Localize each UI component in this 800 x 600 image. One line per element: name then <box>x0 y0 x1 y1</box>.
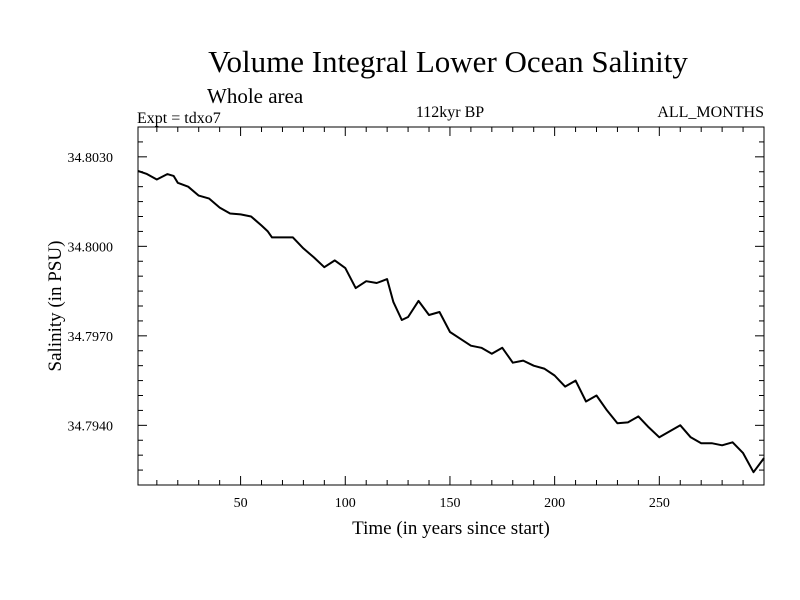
axis-ticks <box>138 126 764 486</box>
period-label: 112kyr BP <box>416 104 484 121</box>
y-tick-label: 34.7970 <box>68 330 114 345</box>
axis-tick-labels: 34.7940 34.7970 34.8000 34.8030 50 100 150 200 2… <box>68 151 670 511</box>
months-label: ALL_MONTHS <box>657 104 764 121</box>
x-tick-label: 150 <box>439 496 460 511</box>
series-line <box>137 169 765 474</box>
x-tick-label: 200 <box>544 496 565 511</box>
x-axis-label: Time (in years since start) <box>352 518 550 539</box>
y-tick-label: 34.8030 <box>68 151 114 166</box>
x-tick-label: 250 <box>649 496 670 511</box>
x-tick-label: 50 <box>234 496 248 511</box>
y-tick-label: 34.7940 <box>68 419 114 434</box>
x-tick-label: 100 <box>335 496 356 511</box>
y-axis-label: Salinity (in PSU) <box>45 241 66 372</box>
experiment-label: Expt = tdxo7 <box>137 110 221 127</box>
chart-title: Volume Integral Lower Ocean Salinity <box>208 44 688 79</box>
chart-subtitle: Whole area <box>207 84 304 108</box>
y-tick-label: 34.8000 <box>68 240 114 255</box>
